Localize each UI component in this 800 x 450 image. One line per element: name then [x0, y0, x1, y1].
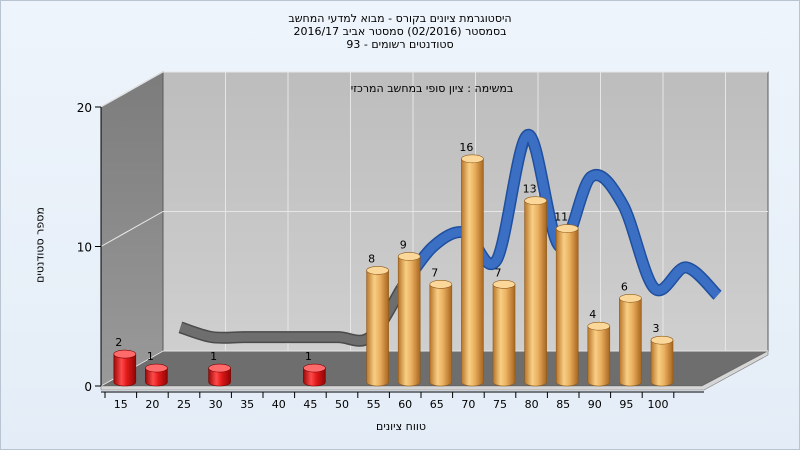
bar-top: [113, 349, 137, 359]
x-tick-label: 65: [430, 398, 444, 411]
bar-top: [492, 280, 516, 289]
bar-body: [524, 200, 547, 387]
x-tick-label: 95: [619, 398, 633, 411]
x-tick-label: 20: [145, 398, 159, 411]
bar-body: [208, 367, 231, 387]
chart-subtitle: במשימה : ציון סופי במחשב המרכזי: [351, 82, 514, 95]
bar: [145, 363, 168, 387]
bar-value-label: 4: [589, 308, 596, 321]
bar-top: [587, 321, 611, 331]
x-tick-label: 55: [367, 398, 381, 411]
bar-value-label: 16: [459, 141, 473, 154]
bar-body: [492, 284, 516, 387]
bar-body: [587, 325, 611, 387]
bar: [555, 224, 579, 387]
y-tick-label: 20: [77, 101, 92, 115]
x-tick-label: 100: [648, 398, 669, 411]
bar: [492, 280, 516, 387]
bar: [524, 196, 547, 387]
bar-value-label: 13: [523, 183, 537, 196]
bar-value-label: 6: [621, 280, 628, 293]
chart-title-line-3: סטודנטים רשומים - 93: [346, 38, 454, 51]
bar-body: [461, 158, 484, 387]
bar: [650, 335, 674, 387]
x-tick-label: 70: [461, 398, 475, 411]
bar: [619, 293, 642, 387]
y-axis-label: מספר סטודנטים: [33, 207, 47, 283]
x-tick-label: 90: [588, 398, 602, 411]
bar: [587, 321, 611, 387]
bar-value-label: 7: [495, 266, 502, 279]
bar-value-label: 8: [368, 252, 375, 265]
x-tick-label: 85: [556, 398, 570, 411]
bar-body: [366, 270, 389, 387]
bar: [113, 349, 137, 387]
bar: [397, 252, 421, 387]
bar-top: [524, 196, 547, 205]
bar: [366, 266, 389, 387]
x-tick-label: 75: [493, 398, 507, 411]
bar-body: [145, 367, 168, 387]
bar-top: [366, 266, 389, 275]
x-tick-label: 80: [525, 398, 539, 411]
bar-value-label: 3: [653, 322, 660, 335]
chart-title-line-1: היסטוגרמת ציונים בקורס - מבוא למדעי המחש…: [288, 12, 512, 25]
bar-body: [113, 353, 137, 387]
bar-body: [429, 284, 453, 387]
bar-value-label: 1: [210, 350, 217, 363]
x-tick-label: 25: [177, 398, 191, 411]
bar-value-label: 1: [147, 350, 154, 363]
bar-top: [555, 224, 579, 233]
bar-top: [619, 293, 642, 303]
bar-body: [555, 228, 579, 387]
bar-top: [145, 363, 168, 373]
x-tick-label: 60: [398, 398, 412, 411]
y-tick-label: 0: [84, 380, 92, 394]
x-tick-label: 40: [272, 398, 286, 411]
grid-line-side: [100, 211, 164, 247]
bar: [429, 280, 453, 387]
bar-top: [303, 363, 326, 373]
bar-body: [303, 367, 326, 387]
floor-edge: [100, 350, 769, 391]
bar-value-label: 7: [431, 266, 438, 279]
x-tick-label: 50: [335, 398, 349, 411]
x-tick-label: 30: [209, 398, 223, 411]
bar-body: [397, 256, 421, 387]
x-tick-label: 15: [114, 398, 128, 411]
bar-top: [461, 154, 484, 164]
bar-top: [429, 280, 453, 289]
chart-title-line-2: בסמסטר (02/2016) סמסטר אביב 2016/17: [293, 25, 507, 38]
x-tick-label: 45: [303, 398, 317, 411]
x-tick-label: 35: [240, 398, 254, 411]
bar-top: [650, 335, 674, 345]
bar-value-label: 11: [554, 211, 568, 224]
bar-value-label: 1: [305, 350, 312, 363]
bar: [461, 154, 484, 387]
y-tick-label: 10: [77, 241, 92, 255]
x-axis-label: טווח ציונים: [376, 420, 426, 433]
bar-top: [208, 363, 231, 373]
bar: [208, 363, 231, 387]
bar-body: [650, 339, 674, 387]
grid-line-side: [100, 71, 164, 108]
bar-top: [397, 252, 421, 261]
bar-value-label: 2: [115, 336, 122, 349]
bar: [303, 363, 326, 387]
bar-body: [619, 298, 642, 387]
bar-value-label: 9: [400, 238, 407, 251]
